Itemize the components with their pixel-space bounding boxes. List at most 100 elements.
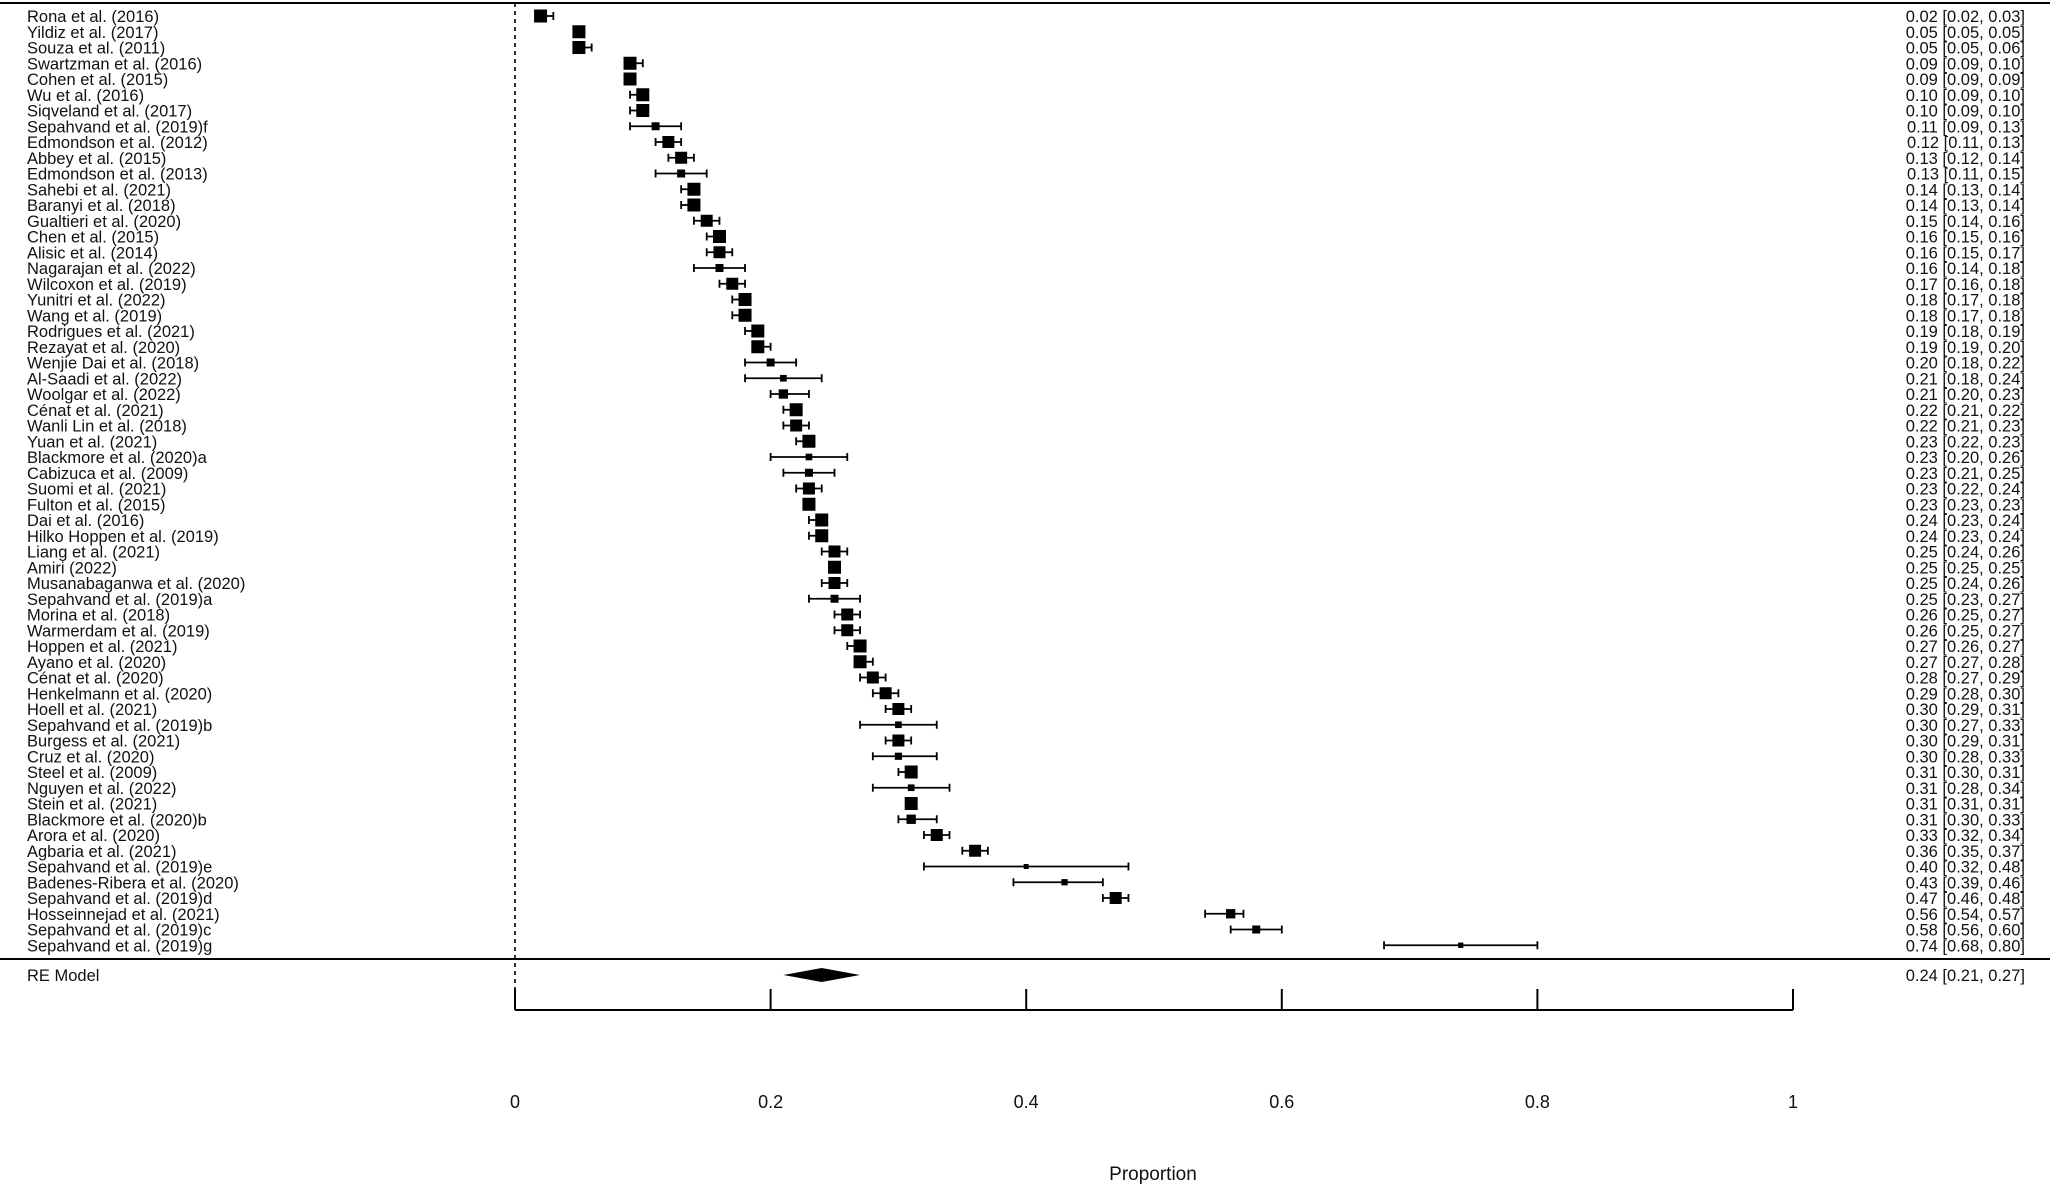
study-row: Ayano et al. (2020) 0.27 [0.27, 0.28] <box>27 654 2025 672</box>
point-estimate <box>687 198 701 212</box>
point-estimate <box>1023 864 1029 869</box>
study-label: Hoppen et al. (2021) <box>27 638 177 656</box>
study-row: Badenes-Ribera et al. (2020) 0.43 [0.39, … <box>27 874 2025 892</box>
study-ci-text: 0.74 [0.68, 0.80] <box>1906 937 2025 955</box>
point-estimate <box>1061 879 1068 886</box>
point-estimate <box>572 41 586 54</box>
study-row: Al-Saadi et al. (2022) 0.21 [0.18, 0.24] <box>27 370 2025 388</box>
study-label: Fulton et al. (2015) <box>27 496 166 514</box>
study-label: Warmerdam et al. (2019) <box>27 622 210 640</box>
study-label: Sepahvand et al. (2019)e <box>27 859 212 877</box>
point-estimate <box>841 608 854 621</box>
study-label: Sepahvand et al. (2019)g <box>27 937 212 955</box>
study-row: Sepahvand et al. (2019)b 0.30 [0.27, 0.33… <box>27 717 2025 735</box>
study-label: Edmondson et al. (2013) <box>27 166 208 184</box>
study-ci-text: 0.15 [0.14, 0.16] <box>1906 213 2025 231</box>
study-ci-text: 0.13 [0.12, 0.14] <box>1906 150 2025 168</box>
study-ci-text: 0.36 [0.35, 0.37] <box>1906 843 2025 861</box>
study-ci-text: 0.30 [0.29, 0.31] <box>1906 733 2025 751</box>
study-label: Liang et al. (2021) <box>27 544 160 562</box>
study-ci-text: 0.30 [0.28, 0.33] <box>1906 748 2025 766</box>
study-ci-text: 0.56 [0.54, 0.57] <box>1906 906 2025 924</box>
study-label: Sepahvand et al. (2019)d <box>27 890 212 908</box>
point-estimate <box>805 453 813 461</box>
study-row: Swartzman et al. (2016) 0.09 [0.09, 0.10] <box>27 55 2025 73</box>
study-row: Woolgar et al. (2022) 0.21 [0.20, 0.23] <box>27 386 2025 404</box>
study-row: Gualtieri et al. (2020) 0.15 [0.14, 0.16] <box>27 213 2025 231</box>
study-ci-text: 0.22 [0.21, 0.23] <box>1906 418 2025 436</box>
study-ci-text: 0.25 [0.25, 0.25] <box>1906 559 2025 577</box>
point-estimate <box>662 136 675 148</box>
study-ci-text: 0.16 [0.15, 0.16] <box>1906 229 2025 247</box>
study-row: Nagarajan et al. (2022) 0.16 [0.14, 0.18] <box>27 260 2025 278</box>
x-tick-label: 0 <box>510 1092 520 1112</box>
study-label: Al-Saadi et al. (2022) <box>27 370 182 388</box>
study-row: Cénat et al. (2021) 0.22 [0.21, 0.22] <box>27 402 2025 420</box>
study-label: Hoell et al. (2021) <box>27 701 157 719</box>
study-row: Baranyi et al. (2018) 0.14 [0.13, 0.14] <box>27 197 2025 215</box>
point-estimate <box>651 122 660 131</box>
study-row: Nguyen et al. (2022) 0.31 [0.28, 0.34] <box>27 780 2025 798</box>
point-estimate <box>802 497 816 511</box>
study-label: Sahebi et al. (2021) <box>27 181 171 199</box>
study-ci-text: 0.24 [0.23, 0.24] <box>1906 528 2025 546</box>
study-label: Stein et al. (2021) <box>27 796 157 814</box>
study-row: Chen et al. (2015) 0.16 [0.15, 0.16] <box>27 229 2025 247</box>
study-label: Suomi et al. (2021) <box>27 481 166 499</box>
summary-row: RE Model 0.24 [0.21, 0.27] <box>27 967 2025 985</box>
study-label: Nguyen et al. (2022) <box>27 780 177 798</box>
study-row: Amiri (2022) 0.25 [0.25, 0.25] <box>27 559 2025 577</box>
study-row: Warmerdam et al. (2019) 0.26 [0.25, 0.27] <box>27 622 2025 640</box>
study-row: Sepahvand et al. (2019)f 0.11 [0.09, 0.13… <box>27 118 2025 136</box>
point-estimate <box>1109 892 1122 904</box>
study-row: Henkelmann et al. (2020) 0.29 [0.28, 0.30… <box>27 685 2025 703</box>
study-label: Swartzman et al. (2016) <box>27 55 202 73</box>
point-estimate <box>866 671 879 684</box>
study-row: Edmondson et al. (2012) 0.12 [0.11, 0.13] <box>27 134 2025 152</box>
study-ci-text: 0.23 [0.22, 0.24] <box>1906 481 2025 499</box>
study-ci-text: 0.28 [0.27, 0.29] <box>1906 670 2025 688</box>
study-ci-text: 0.02 [0.02, 0.03] <box>1906 8 2025 26</box>
study-label: Souza et al. (2011) <box>27 40 165 58</box>
point-estimate <box>712 230 726 243</box>
study-label: Rona et al. (2016) <box>27 8 159 26</box>
study-label: Blackmore et al. (2020)b <box>27 811 207 829</box>
study-label: Sepahvand et al. (2019)b <box>27 717 212 735</box>
study-ci-text: 0.11 [0.09, 0.13] <box>1907 118 2025 136</box>
study-row: Cabizuca et al. (2009) 0.23 [0.21, 0.25] <box>27 465 2025 483</box>
x-axis-title: Proportion <box>1109 1164 1197 1185</box>
study-row: Cruz et al. (2020) 0.30 [0.28, 0.33] <box>27 748 2025 766</box>
point-estimate <box>894 752 902 760</box>
point-estimate <box>751 340 765 354</box>
x-tick-label: 1 <box>1788 1092 1798 1112</box>
study-row: Dai et al. (2016) 0.24 [0.23, 0.24] <box>27 512 2025 530</box>
study-row: Agbaria et al. (2021) 0.36 [0.35, 0.37] <box>27 843 2025 861</box>
study-label: Cohen et al. (2015) <box>27 71 168 89</box>
study-row: Steel et al. (2009) 0.31 [0.30, 0.31] <box>27 764 2025 782</box>
point-estimate <box>751 324 765 338</box>
study-row: Cohen et al. (2015) 0.09 [0.09, 0.09] <box>27 71 2025 89</box>
study-label: Wang et al. (2019) <box>27 307 162 325</box>
study-row: Wang et al. (2019) 0.18 [0.17, 0.18] <box>27 307 2025 325</box>
study-label: Wanli Lin et al. (2018) <box>27 418 187 436</box>
study-row: Wilcoxon et al. (2019) 0.17 [0.16, 0.18] <box>27 276 2025 294</box>
study-ci-text: 0.24 [0.23, 0.24] <box>1906 512 2025 530</box>
study-label: Alisic et al. (2014) <box>27 244 158 262</box>
study-label: Cénat et al. (2021) <box>27 402 164 420</box>
point-estimate <box>907 784 915 792</box>
study-row: Hosseinnejad et al. (2021) 0.56 [0.54, 0.… <box>27 906 2025 924</box>
study-ci-text: 0.29 [0.28, 0.30] <box>1906 685 2025 703</box>
point-estimate <box>906 814 916 824</box>
study-row: Stein et al. (2021) 0.31 [0.31, 0.31] <box>27 796 2025 814</box>
study-label: Cénat et al. (2020) <box>27 670 164 688</box>
study-label: Wenjie Dai et al. (2018) <box>27 355 199 373</box>
study-ci-text: 0.30 [0.29, 0.31] <box>1906 701 2025 719</box>
study-ci-text: 0.31 [0.28, 0.34] <box>1906 780 2025 798</box>
study-ci-text: 0.25 [0.23, 0.27] <box>1906 591 2025 609</box>
study-row: Wu et al. (2016) 0.10 [0.09, 0.10] <box>27 87 2025 105</box>
study-ci-text: 0.27 [0.26, 0.27] <box>1906 638 2025 656</box>
study-row: Blackmore et al. (2020)b 0.31 [0.30, 0.33… <box>27 811 2025 829</box>
point-estimate <box>534 9 548 23</box>
study-row: Fulton et al. (2015) 0.23 [0.23, 0.23] <box>27 496 2025 514</box>
study-ci-text: 0.05 [0.05, 0.06] <box>1906 40 2025 58</box>
